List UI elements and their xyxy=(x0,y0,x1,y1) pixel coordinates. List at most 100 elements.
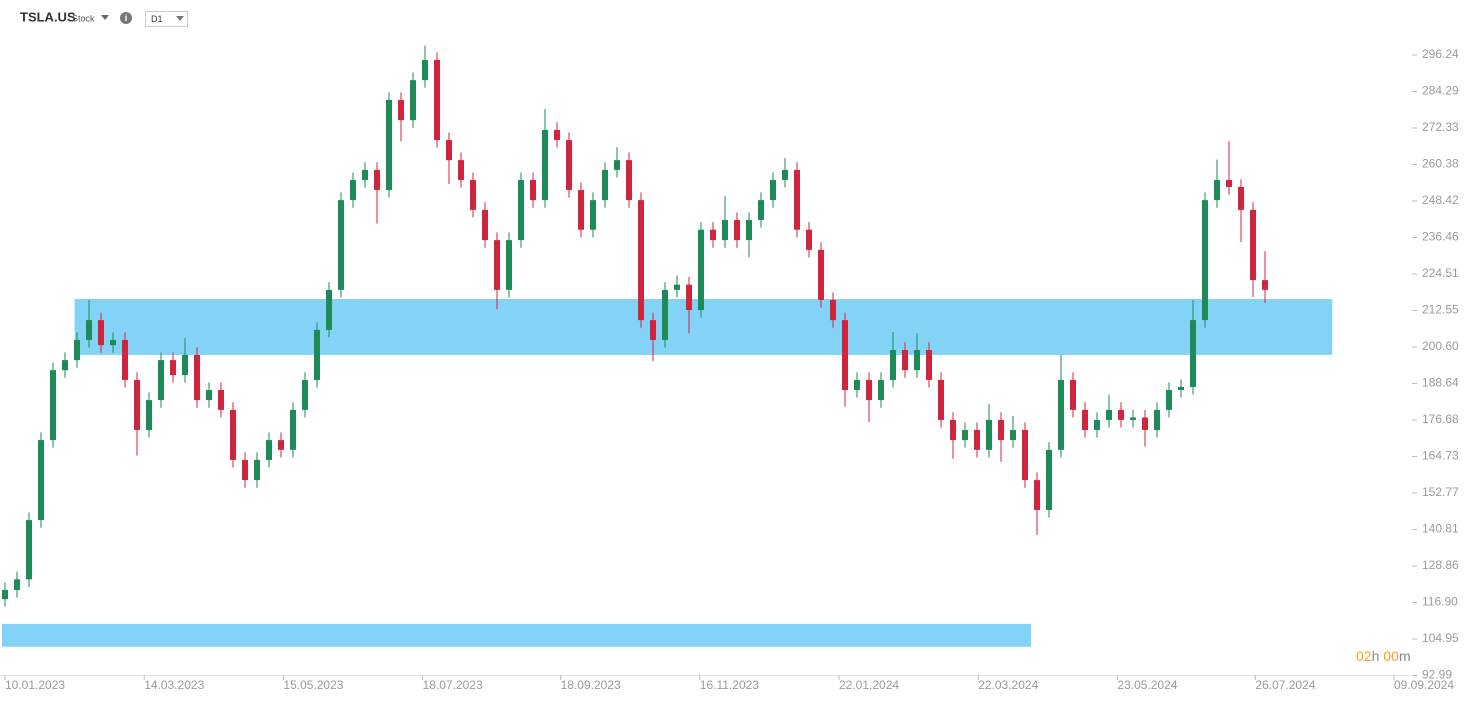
candle-body xyxy=(122,339,128,380)
candle-body xyxy=(554,129,560,140)
candle-body xyxy=(158,360,164,401)
candle-body xyxy=(638,200,644,321)
plot-area xyxy=(2,45,1333,647)
candle-body xyxy=(254,459,260,481)
candle-body xyxy=(50,370,56,441)
candle-body xyxy=(890,350,896,380)
info-glyph: i xyxy=(125,13,128,23)
candle-body xyxy=(1166,390,1172,410)
candle-body xyxy=(602,169,608,201)
candle-body xyxy=(914,350,920,371)
y-tick-label: 260.38 xyxy=(1422,157,1459,171)
y-tick-label: 140.81 xyxy=(1422,522,1459,536)
candle-body xyxy=(470,179,476,210)
candle-body xyxy=(530,179,536,201)
x-tick-label: 10.01.2023 xyxy=(5,678,65,692)
candle-body xyxy=(1034,480,1040,510)
candle-body xyxy=(518,179,524,241)
x-tick-label: 18.09.2023 xyxy=(561,678,621,692)
candle-body xyxy=(1202,200,1208,321)
symbol[interactable]: TSLA.US xyxy=(20,9,76,24)
candle-body xyxy=(338,200,344,290)
candle-body xyxy=(770,179,776,201)
candle-body xyxy=(1106,409,1112,420)
candle-body xyxy=(794,169,800,230)
candle-body xyxy=(1214,179,1220,201)
candle-body xyxy=(650,320,656,340)
candle-body xyxy=(266,440,272,460)
x-tick-label: 22.01.2024 xyxy=(839,678,899,692)
y-tick-label: 104.95 xyxy=(1422,631,1459,645)
candle-body xyxy=(614,160,620,170)
candle-body xyxy=(446,139,452,161)
candle-body xyxy=(374,169,380,191)
candle-body xyxy=(482,209,488,241)
candle-body xyxy=(974,430,980,450)
candle-body xyxy=(830,299,836,321)
candle-body xyxy=(194,354,200,401)
candle-body xyxy=(746,219,752,241)
candle-body xyxy=(722,219,728,241)
candle-body xyxy=(1082,409,1088,431)
candle-body xyxy=(1226,179,1232,187)
candle-body xyxy=(314,329,320,380)
y-tick-label: 212.55 xyxy=(1422,303,1459,317)
candle-body xyxy=(302,379,308,410)
candle-body xyxy=(62,360,68,371)
candle-body xyxy=(182,354,188,376)
candle-body xyxy=(218,390,224,410)
candle-body xyxy=(698,229,704,311)
candle-body xyxy=(1010,430,1016,441)
x-tick-label: 16.11.2023 xyxy=(700,678,759,692)
candle-body xyxy=(1142,417,1148,431)
candle-body xyxy=(686,284,692,311)
candle-body xyxy=(818,249,824,300)
interval-arrow xyxy=(176,16,184,21)
y-tick-label: 272.33 xyxy=(1422,120,1459,134)
interval-select[interactable] xyxy=(145,11,188,27)
candle-body xyxy=(1238,186,1244,210)
candle-body xyxy=(1154,409,1160,431)
y-tick-label: 236.46 xyxy=(1422,230,1459,244)
candle-body xyxy=(14,579,20,590)
candle-body xyxy=(350,179,356,201)
x-tick-label: 23.05.2024 xyxy=(1117,678,1177,692)
candle-body xyxy=(962,430,968,441)
y-tick-label: 164.73 xyxy=(1422,449,1459,463)
y-tick-label: 188.64 xyxy=(1422,376,1459,390)
info-icon[interactable] xyxy=(120,12,132,24)
candle-body xyxy=(806,229,812,250)
toolbar: TSLA.US Stock i D1 xyxy=(20,9,188,27)
candle-body xyxy=(74,339,80,361)
y-tick-label: 296.24 xyxy=(1422,47,1459,61)
symbol-dropdown[interactable] xyxy=(101,15,109,20)
candle-body xyxy=(926,350,932,380)
candle-body xyxy=(1262,280,1268,290)
candle-body xyxy=(326,289,332,330)
x-tick-label: 14.03.2023 xyxy=(144,678,204,692)
candle-body xyxy=(710,229,716,241)
x-tick-label: 26.07.2024 xyxy=(1255,678,1315,692)
y-tick-label: 92.99 xyxy=(1422,668,1452,682)
candle-body xyxy=(278,440,284,450)
y-tick-label: 200.60 xyxy=(1422,339,1459,353)
candle-body xyxy=(734,219,740,241)
x-tick-label: 18.07.2023 xyxy=(423,678,483,692)
y-tick-label: 128.86 xyxy=(1422,558,1459,572)
candle-body xyxy=(782,169,788,180)
candle-body xyxy=(950,419,956,441)
x-tick-label: 22.03.2024 xyxy=(978,678,1038,692)
candle-body xyxy=(758,200,764,220)
y-tick-label: 152.77 xyxy=(1422,485,1459,499)
candle-body xyxy=(986,419,992,450)
candle-body xyxy=(866,379,872,401)
candle-body xyxy=(362,169,368,180)
candle-body xyxy=(1250,209,1256,281)
candle-body xyxy=(506,240,512,290)
y-tick-label: 116.90 xyxy=(1422,595,1458,609)
candle-body xyxy=(902,350,908,371)
y-tick-label: 284.29 xyxy=(1422,84,1459,98)
candle-body xyxy=(134,379,140,431)
candle-body xyxy=(998,419,1004,441)
